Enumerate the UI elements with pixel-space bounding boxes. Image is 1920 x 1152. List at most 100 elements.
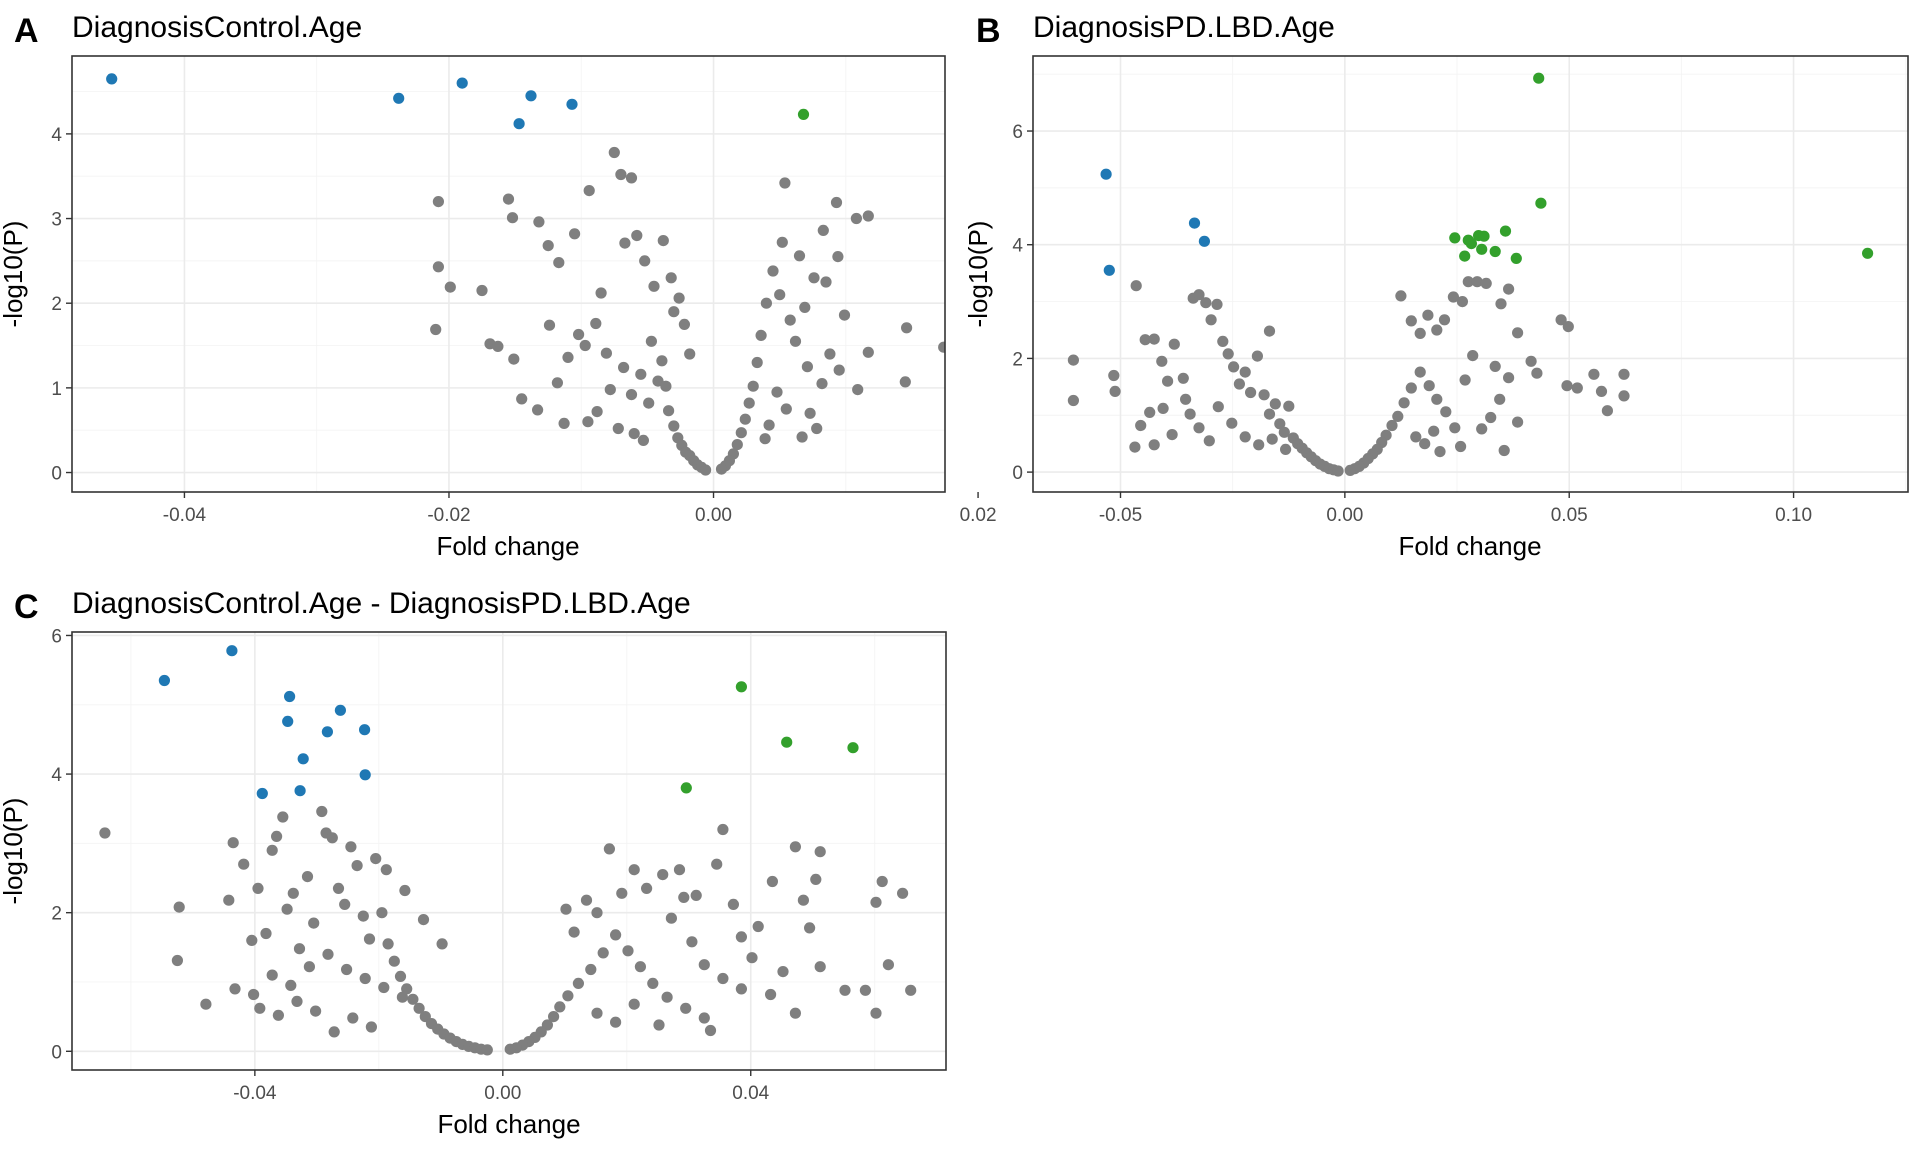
panel-letter: C — [14, 588, 39, 626]
point-ns — [618, 361, 630, 374]
point-ns — [1512, 327, 1524, 339]
point-ns — [830, 196, 843, 209]
point-ns — [229, 983, 241, 995]
point-ns — [1280, 443, 1292, 455]
point-ns — [516, 393, 528, 405]
point-ns — [645, 335, 658, 347]
point-ns — [796, 431, 808, 443]
point-ns — [432, 261, 444, 273]
point-ns — [804, 407, 816, 419]
point-ns — [506, 212, 519, 224]
point-ns — [603, 843, 616, 855]
point-ns — [759, 433, 771, 445]
point-ns — [862, 346, 874, 358]
point-ns — [833, 364, 845, 376]
point-ns — [715, 463, 728, 475]
point-ns — [246, 934, 258, 947]
point-ns — [810, 873, 822, 886]
point-ns — [277, 811, 289, 823]
point-ns — [1485, 411, 1497, 424]
y-tick-label: 0 — [51, 1042, 62, 1063]
point-ns — [430, 323, 442, 336]
point-ns — [938, 341, 945, 353]
point-ns — [678, 891, 690, 904]
point-ns — [637, 434, 650, 446]
point-ns — [600, 347, 613, 359]
panel-border — [1032, 55, 1909, 493]
point-ns — [1269, 398, 1281, 410]
point-ns — [673, 292, 685, 304]
point-ns — [668, 306, 680, 318]
point-ns — [1203, 435, 1215, 447]
panel-title: DiagnosisControl.Age — [72, 11, 362, 44]
point-ns — [533, 216, 545, 228]
panel-border — [71, 631, 947, 1071]
point-ns — [1438, 314, 1451, 326]
point-ns — [776, 236, 788, 248]
point-ns — [870, 896, 882, 908]
point-up — [797, 108, 810, 120]
x-tick-label: -0.04 — [163, 505, 207, 526]
panel-letter: B — [976, 12, 1001, 50]
point-ns — [1332, 465, 1344, 477]
point-ns — [717, 972, 729, 985]
point-ns — [173, 901, 185, 913]
point-ns — [399, 884, 411, 897]
point-ns — [597, 947, 609, 959]
point-ns — [612, 422, 624, 435]
point-ns — [388, 955, 400, 967]
point-ns — [569, 228, 581, 240]
panel-title: DiagnosisPD.LBD.Age — [1033, 11, 1335, 44]
point-ns — [789, 1007, 802, 1019]
y-tick-label: 2 — [51, 294, 62, 315]
point-ns — [604, 384, 616, 396]
point-ns — [579, 339, 591, 352]
point-ns — [1588, 368, 1600, 380]
point-ns — [608, 146, 620, 159]
point-ns — [797, 894, 810, 906]
point-ns — [660, 380, 672, 392]
x-tick-label: 0.00 — [695, 505, 732, 526]
point-down — [321, 726, 333, 738]
point-ns — [1405, 315, 1417, 327]
point-ns — [641, 882, 653, 895]
point-ns — [743, 397, 755, 409]
point-ns — [308, 917, 320, 929]
point-ns — [365, 1021, 377, 1033]
point-ns — [380, 864, 392, 876]
point-ns — [417, 914, 430, 926]
point-ns — [444, 281, 456, 293]
point-ns — [653, 1019, 665, 1031]
point-ns — [1148, 333, 1160, 345]
point-ns — [811, 422, 823, 435]
point-ns — [1239, 431, 1251, 443]
point-up — [1459, 250, 1471, 262]
point-ns — [808, 272, 820, 284]
point-ns — [1067, 394, 1079, 407]
point-ns — [1156, 355, 1168, 367]
point-ns — [1168, 338, 1180, 350]
point-ns — [763, 419, 775, 431]
point-ns — [171, 954, 183, 967]
grid — [1033, 56, 1908, 492]
point-ns — [619, 237, 631, 249]
point-ns — [238, 858, 250, 870]
point-ns — [266, 969, 278, 981]
point-ns — [824, 348, 836, 360]
point-down — [158, 674, 170, 687]
point-ns — [562, 351, 574, 363]
y-tick-label: 1 — [51, 379, 62, 400]
point-ns — [543, 319, 556, 331]
point-ns — [628, 864, 640, 876]
point-down — [106, 73, 118, 85]
point-down — [294, 785, 306, 797]
point-ns — [254, 1002, 266, 1014]
point-ns — [839, 984, 851, 996]
point-ns — [1601, 405, 1613, 417]
point-ns — [1067, 354, 1079, 366]
point-up — [1449, 232, 1461, 244]
point-down — [513, 118, 525, 130]
point-ns — [799, 301, 811, 313]
point-ns — [1245, 386, 1257, 399]
plot-background — [72, 56, 945, 492]
